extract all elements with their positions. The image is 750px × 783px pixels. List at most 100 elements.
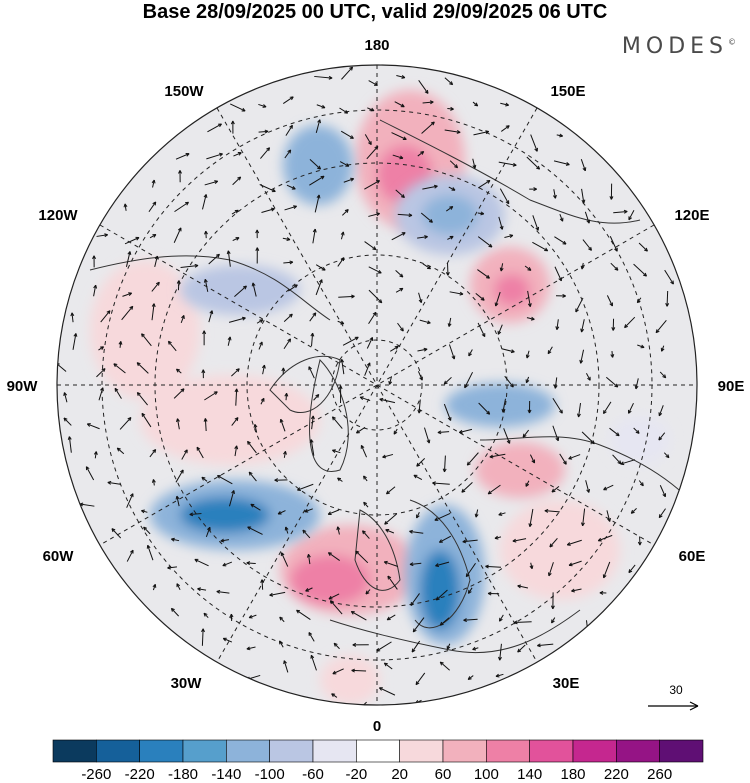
wind-vector-arrowhead xyxy=(350,610,355,615)
wind-vector-arrowhead xyxy=(665,302,670,307)
wind-vector xyxy=(230,103,246,112)
wind-vector-arrowhead xyxy=(220,538,225,543)
wind-vector-arrowhead xyxy=(379,397,384,402)
wind-vector-arrowhead xyxy=(597,537,602,542)
wind-vector xyxy=(418,80,429,94)
wind-vector xyxy=(206,153,223,160)
wind-vector xyxy=(633,263,647,277)
wind-vector xyxy=(386,486,396,495)
wind-vector-arrowhead xyxy=(152,449,157,454)
wind-vector xyxy=(463,618,478,621)
wind-vector xyxy=(609,236,618,252)
wind-vector xyxy=(477,269,490,279)
wind-vector xyxy=(297,483,314,491)
wind-vector xyxy=(384,513,398,525)
wind-vector-arrowhead xyxy=(237,152,242,156)
wind-vector xyxy=(254,424,258,433)
wind-vector xyxy=(201,628,204,646)
map-title: Base 28/09/2025 00 UTC, valid 29/09/2025… xyxy=(142,1,608,23)
wind-vector xyxy=(175,469,184,483)
wind-vector-arrowhead xyxy=(497,330,502,335)
wind-vector xyxy=(559,214,564,222)
wind-vector-arrowhead xyxy=(401,232,406,236)
wind-vector xyxy=(485,565,502,568)
colorbar-cell xyxy=(182,739,227,763)
wind-vector-arrowhead xyxy=(603,486,608,491)
wind-vector-arrowhead xyxy=(151,179,156,184)
wind-vector xyxy=(603,484,614,491)
wind-vector-arrowhead xyxy=(385,528,390,533)
wind-vector-arrowhead xyxy=(279,640,283,645)
wind-vector-arrowhead xyxy=(351,668,356,673)
wind-vector xyxy=(392,154,404,159)
reference-vector: 30 xyxy=(648,683,699,711)
wind-vector-arrowhead xyxy=(287,149,292,154)
wind-vector-arrowhead xyxy=(167,565,171,570)
meridian-150e-30w xyxy=(216,107,538,663)
wind-vector-arrowhead xyxy=(176,418,180,423)
wind-vector-arrowhead xyxy=(447,417,452,421)
wind-vector xyxy=(152,179,155,188)
wind-vector xyxy=(368,311,377,325)
wind-vector-arrowhead xyxy=(255,247,260,251)
wind-vector-arrowhead xyxy=(582,167,587,172)
wind-vector-arrowhead xyxy=(430,121,435,126)
wind-vector-arrowhead xyxy=(563,460,567,465)
wind-vector xyxy=(171,608,180,617)
wind-vector xyxy=(386,614,396,621)
wind-vector-arrowhead xyxy=(100,346,105,350)
wind-vector-arrowhead xyxy=(269,592,274,597)
wind-vector-arrowhead xyxy=(136,392,141,397)
colorbar-cell xyxy=(442,739,487,763)
wind-vector-arrowhead xyxy=(355,710,358,713)
wind-vector-arrowhead xyxy=(328,75,333,80)
wind-vector-arrowhead xyxy=(485,130,490,135)
colorbar-cell xyxy=(96,739,140,763)
wind-vector xyxy=(499,614,504,622)
wind-vector-arrowhead xyxy=(350,177,355,182)
wind-vector-arrowhead xyxy=(177,227,182,232)
wind-vector-arrowhead xyxy=(498,617,503,622)
wind-vector xyxy=(448,317,452,327)
label-90e: 90E xyxy=(718,378,745,395)
wind-vector-arrowhead xyxy=(129,493,134,498)
wind-vector-arrowhead xyxy=(274,478,279,483)
wind-vector-arrowhead xyxy=(203,418,208,422)
wind-vector-arrowhead xyxy=(660,347,665,352)
wind-vector xyxy=(340,130,354,139)
wind-vector-arrowhead xyxy=(340,257,345,262)
wind-vector-arrowhead xyxy=(222,562,227,567)
anomaly-africa-positive xyxy=(320,655,380,705)
wind-vector-arrowhead xyxy=(152,201,157,206)
wind-vector-arrowhead xyxy=(428,218,433,223)
wind-vector xyxy=(79,503,95,507)
wind-vector-arrowhead xyxy=(614,266,619,271)
wind-vector xyxy=(499,643,502,661)
wind-vector-arrowhead xyxy=(332,449,336,454)
wind-vector xyxy=(154,255,158,268)
wind-vector xyxy=(448,186,456,191)
wind-vector xyxy=(311,415,314,430)
wind-vector-arrowhead xyxy=(609,196,614,200)
wind-vector xyxy=(114,388,122,399)
wind-vector xyxy=(175,153,190,160)
wind-vector-arrowhead xyxy=(230,120,235,125)
wind-vector-arrowhead xyxy=(194,263,199,268)
wind-vector-arrowhead xyxy=(442,468,447,473)
wind-vector xyxy=(387,575,398,590)
colorbar-cell xyxy=(616,739,660,763)
wind-vector-arrowhead xyxy=(439,661,444,666)
wind-vector xyxy=(620,459,636,465)
meridian-150w-30e xyxy=(216,107,538,663)
wind-vector-arrowhead xyxy=(288,313,293,318)
wind-vector-arrowhead xyxy=(377,269,382,274)
wind-vector-arrowhead xyxy=(628,409,632,414)
wind-vector-arrowhead xyxy=(575,308,579,313)
wind-vector-arrowhead xyxy=(410,601,415,606)
wind-vector-arrowhead xyxy=(92,255,97,260)
wind-vector-arrowhead xyxy=(331,693,336,698)
wind-vector-arrowhead xyxy=(93,284,98,289)
wind-vector xyxy=(286,184,296,190)
wind-vector xyxy=(98,387,104,401)
wind-vector xyxy=(312,228,316,244)
